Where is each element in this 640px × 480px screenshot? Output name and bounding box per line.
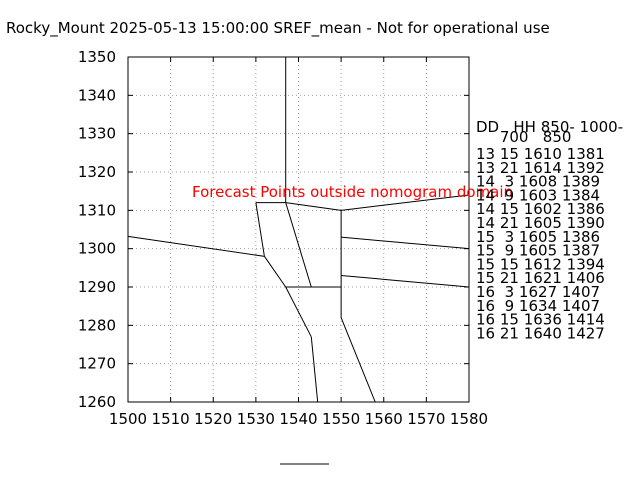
x-tick-label: 1510 xyxy=(152,410,190,428)
x-tick-label: 1500 xyxy=(109,410,147,428)
y-tick-label: 1290 xyxy=(78,278,116,296)
nomogram-line xyxy=(263,256,287,288)
nomogram-line xyxy=(341,236,470,250)
nomogram-line xyxy=(341,194,470,211)
legend-row: 14 9 1603 1384 xyxy=(476,186,600,204)
legend-header-line-2: 700 850 xyxy=(476,128,571,146)
nomogram-line xyxy=(310,336,319,403)
legend-row: 13 15 1610 1381 xyxy=(476,145,605,163)
y-tick-label: 1350 xyxy=(78,48,116,66)
legend-row: 15 3 1605 1386 xyxy=(476,228,600,246)
legend-row: 14 21 1605 1390 xyxy=(476,214,605,232)
legend-row: 15 21 1621 1406 xyxy=(476,269,605,287)
legend-row: 16 15 1636 1414 xyxy=(476,311,605,329)
x-tick-label: 1550 xyxy=(322,410,360,428)
x-tick-label: 1520 xyxy=(194,410,232,428)
legend-row: 16 3 1627 1407 xyxy=(476,283,600,301)
y-tick-label: 1260 xyxy=(78,393,116,411)
nomogram-line xyxy=(255,202,265,257)
nomogram-line xyxy=(285,202,342,211)
nomogram-line xyxy=(127,235,265,257)
grid xyxy=(128,57,469,402)
legend-row: 15 15 1612 1394 xyxy=(476,255,605,273)
legend-row: 16 21 1640 1427 xyxy=(476,324,605,342)
nomogram-line xyxy=(285,286,312,338)
legend-row: 13 21 1614 1392 xyxy=(476,159,605,177)
y-axis-ticks: 1260 1270 1280 1290 1300 1310 1320 1330 1340 1350 xyxy=(78,48,469,411)
legend-header-line-1: DD HH 850- 1000- xyxy=(476,118,623,136)
y-tick-label: 1310 xyxy=(78,201,116,219)
y-tick-label: 1280 xyxy=(78,316,116,334)
nomogram-line xyxy=(285,202,312,288)
y-tick-label: 1270 xyxy=(78,355,116,373)
x-tick-label: 1540 xyxy=(279,410,317,428)
chart-title: Rocky_Mount 2025-05-13 15:00:00 SREF_mea… xyxy=(6,19,550,38)
y-tick-label: 1300 xyxy=(78,240,116,258)
nomogram-line xyxy=(340,317,376,403)
y-tick-label: 1320 xyxy=(78,163,116,181)
x-tick-label: 1560 xyxy=(365,410,403,428)
y-tick-label: 1330 xyxy=(78,125,116,143)
nomogram-line xyxy=(341,275,470,288)
x-axis-ticks: 1500 1510 1520 1530 1540 1550 1560 1570 1580 xyxy=(109,57,488,428)
legend-row: 14 3 1608 1389 xyxy=(476,173,600,191)
legend-row: 16 9 1634 1407 xyxy=(476,297,600,315)
annotation-outside-domain: Forecast Points outside nomogram domain xyxy=(192,183,513,201)
x-tick-label: 1570 xyxy=(407,410,445,428)
x-tick-label: 1580 xyxy=(450,410,488,428)
legend: DD HH 850- 1000- 700 850 13 15 1610 1381… xyxy=(476,118,623,342)
nomogram-lines xyxy=(127,57,470,403)
y-tick-label: 1340 xyxy=(78,86,116,104)
legend-row: 15 9 1605 1387 xyxy=(476,242,600,260)
legend-row: 14 15 1602 1386 xyxy=(476,200,605,218)
x-tick-label: 1530 xyxy=(237,410,275,428)
